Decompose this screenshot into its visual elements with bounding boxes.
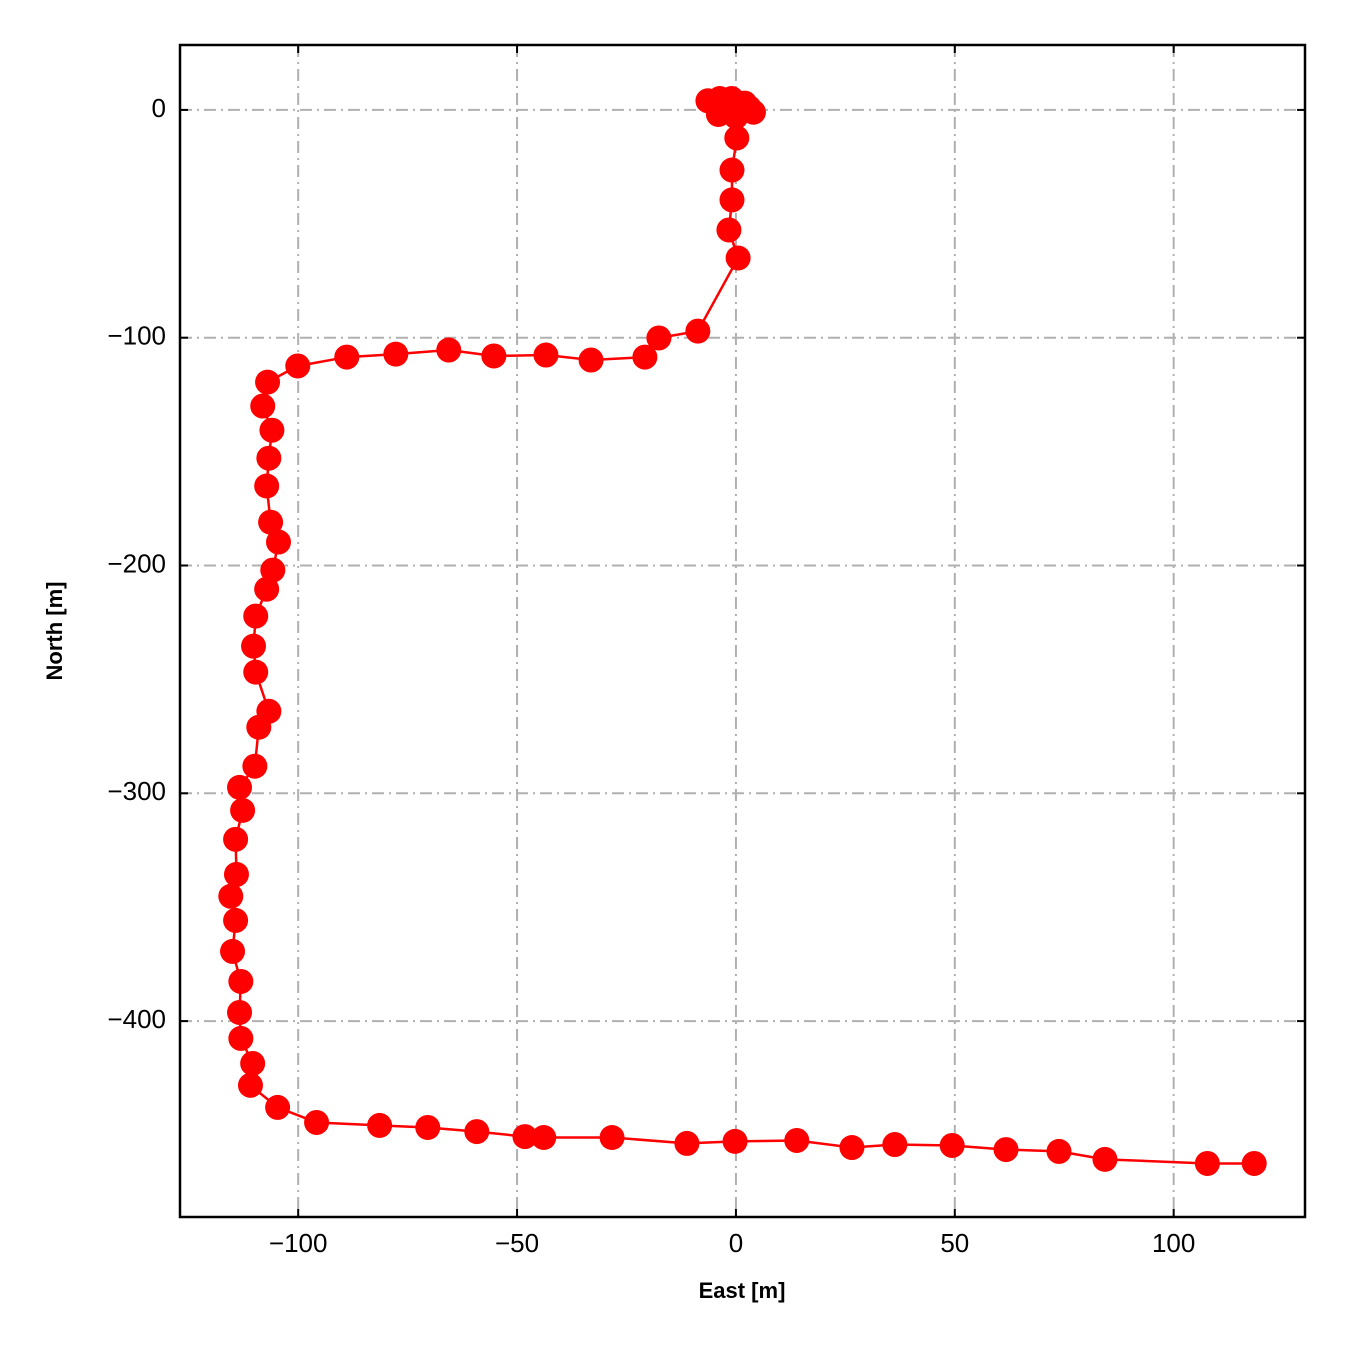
x-tick-label: 50 [940, 1228, 969, 1258]
data-point [265, 529, 291, 555]
data-point [839, 1135, 865, 1161]
data-point [254, 473, 280, 499]
data-point [230, 797, 256, 823]
data-point [285, 353, 311, 379]
data-point [240, 1050, 266, 1076]
data-point [228, 1025, 254, 1051]
data-point [436, 337, 462, 363]
data-point [227, 774, 253, 800]
y-tick-label: −200 [107, 548, 166, 578]
y-tick-label: −400 [107, 1004, 166, 1034]
data-point [246, 714, 272, 740]
data-point [578, 347, 604, 373]
data-point [265, 1094, 291, 1120]
data-point [1194, 1150, 1220, 1176]
data-point [260, 557, 286, 583]
y-tick-label: 0 [152, 93, 166, 123]
x-axis-label: East [m] [699, 1278, 786, 1303]
plot-frame [178, 43, 1307, 1219]
data-point [220, 938, 246, 964]
data-point [722, 1128, 748, 1154]
data-point [415, 1114, 441, 1140]
data-point [646, 325, 672, 351]
data-point [716, 217, 742, 243]
data-point [255, 369, 281, 395]
data-point [304, 1109, 330, 1135]
data-point [218, 883, 244, 909]
data-point [383, 341, 409, 367]
data-point [882, 1132, 908, 1158]
y-axis-label: North [m] [42, 582, 67, 681]
data-point [993, 1137, 1019, 1163]
data-point [531, 1124, 557, 1150]
x-tick-label: −50 [495, 1228, 539, 1258]
data-point [464, 1119, 490, 1145]
data-point [533, 342, 559, 368]
data-point [258, 509, 284, 535]
data-point [250, 393, 276, 419]
data-point [243, 603, 269, 629]
data-point [227, 999, 253, 1025]
data-point [724, 125, 750, 151]
data-point [784, 1127, 810, 1153]
data-point [1092, 1146, 1118, 1172]
data-point [481, 343, 507, 369]
data-point [674, 1130, 700, 1156]
data-point [241, 633, 267, 659]
data-point [256, 445, 282, 471]
data-point [254, 576, 280, 602]
data-point [719, 157, 745, 183]
data-point [1241, 1150, 1267, 1176]
x-tick-label: 0 [729, 1228, 743, 1258]
data-point [939, 1132, 965, 1158]
data-point [223, 826, 249, 852]
data-point [736, 95, 762, 121]
data-point [512, 1124, 538, 1150]
data-point [334, 344, 360, 370]
x-tick-label: 100 [1152, 1228, 1195, 1258]
x-tick-label: −100 [269, 1228, 328, 1258]
data-point [367, 1112, 393, 1138]
data-point [725, 245, 751, 271]
data-point [228, 968, 254, 994]
data-point [685, 318, 711, 344]
data-point [243, 659, 269, 685]
data-point [1046, 1138, 1072, 1164]
data-point [242, 753, 268, 779]
data-point [223, 907, 249, 933]
data-point [237, 1072, 263, 1098]
data-point [599, 1124, 625, 1150]
y-tick-label: −100 [107, 321, 166, 351]
data-point [223, 861, 249, 887]
data-point [259, 417, 285, 443]
data-point [632, 344, 658, 370]
data-point [719, 187, 745, 213]
y-tick-label: −300 [107, 776, 166, 806]
